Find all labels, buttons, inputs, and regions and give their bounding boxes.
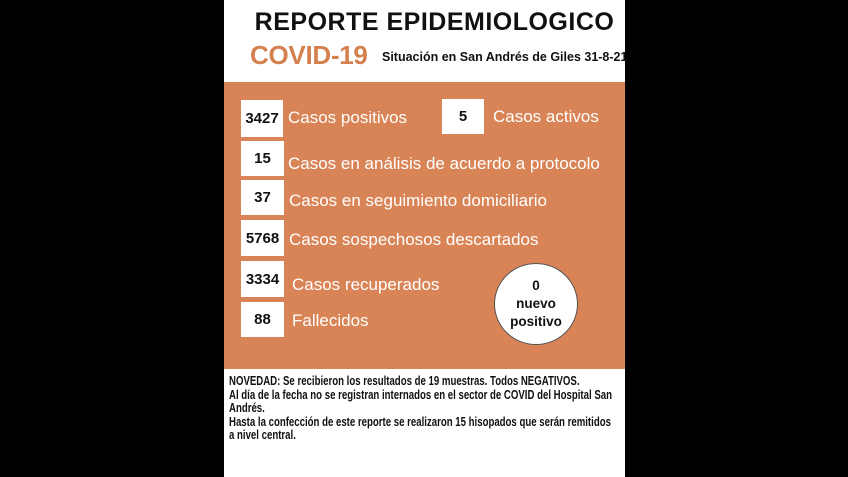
new-positive-count: 0 (532, 278, 540, 293)
stat-value-positive: 3427 (241, 100, 283, 137)
covid-label: COVID-19 (250, 40, 368, 70)
stat-label-discarded: Casos sospechosos descartados (289, 230, 539, 249)
new-positive-line2: positivo (510, 314, 562, 329)
stat-label-analysis: Casos en análisis de acuerdo a protocolo (288, 154, 600, 173)
stat-label-active: Casos activos (493, 107, 599, 126)
report-panel: REPORTE EPIDEMIOLOGICO COVID-19 Situació… (224, 0, 628, 477)
stat-label-home-followup: Casos en seguimiento domiciliario (289, 191, 547, 210)
stat-value-active: 5 (442, 99, 484, 134)
note-line: NOVEDAD: Se recibieron los resultados de… (229, 374, 580, 388)
notes-section: NOVEDAD: Se recibieron los resultados de… (229, 374, 614, 443)
note-line: Hasta la confección de este reporte se r… (229, 414, 611, 443)
report-title: REPORTE EPIDEMIOLOGICO (254, 8, 615, 36)
stat-value-analysis: 15 (241, 141, 284, 176)
stat-label-deaths: Fallecidos (292, 311, 369, 330)
stat-value-discarded: 5768 (241, 220, 284, 256)
stat-label-recovered: Casos recuperados (292, 275, 440, 294)
stats-section: 3427 Casos positivos 5 Casos activos 15 … (224, 82, 625, 369)
report-subtitle: Situación en San Andrés de Giles 31-8-21 (382, 50, 628, 64)
new-positive-line1: nuevo (516, 296, 556, 311)
new-positive-badge: 0 nuevo positivo (494, 263, 578, 345)
stat-value-recovered: 3334 (241, 261, 284, 297)
note-line: Al día de la fecha no se registran inter… (229, 387, 612, 416)
stat-value-deaths: 88 (241, 302, 284, 337)
stat-label-positive: Casos positivos (288, 108, 408, 127)
stat-value-home-followup: 37 (241, 180, 284, 215)
